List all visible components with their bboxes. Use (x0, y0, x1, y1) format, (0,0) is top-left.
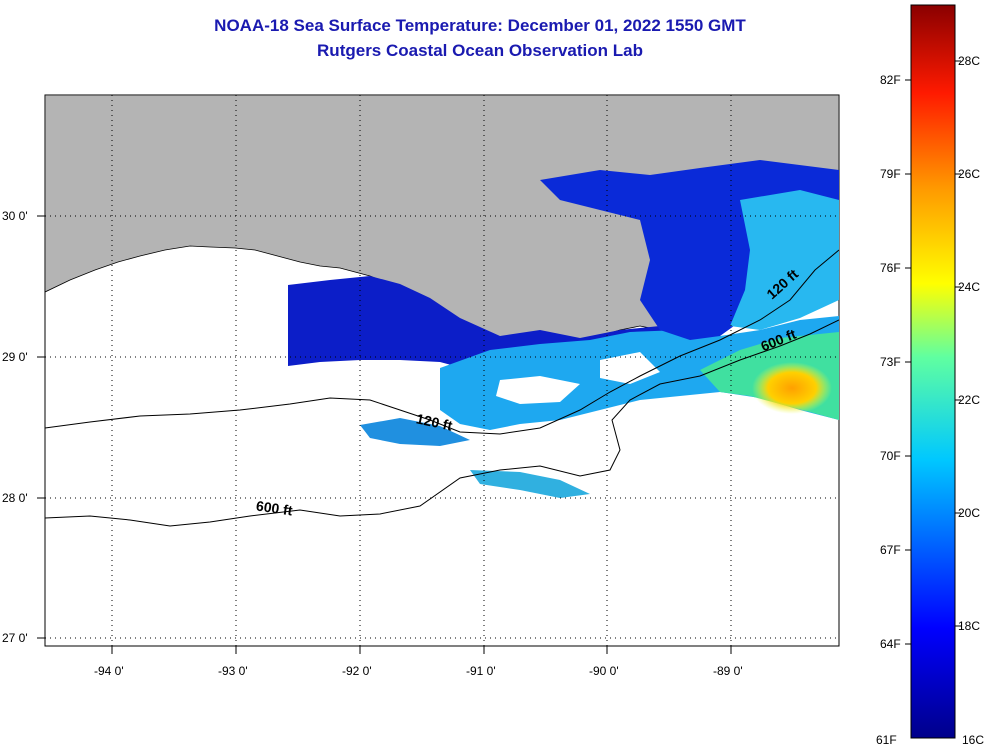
colorbar-c-label: 20C (958, 506, 981, 520)
colorbar-c-label: 16C (962, 733, 985, 747)
colorbar-scale (910, 4, 956, 739)
colorbar-c-label: 26C (958, 167, 981, 181)
gridlines (45, 95, 839, 646)
colorbar-f-label: 76F (880, 261, 901, 275)
cloud-gap (600, 352, 660, 384)
colorbar-c-label: 24C (958, 280, 981, 294)
map-subtitle: Rutgers Coastal Ocean Observation Lab (317, 41, 643, 60)
lon-label: -91 0' (466, 664, 496, 678)
sst-east-cyan-region (730, 190, 839, 330)
map-title: NOAA-18 Sea Surface Temperature: Decembe… (214, 16, 746, 35)
lon-label: -94 0' (94, 664, 124, 678)
colorbar-f-label: 82F (880, 73, 901, 87)
colorbar-f-label: 70F (880, 449, 901, 463)
colorbar-f-label: 67F (880, 543, 901, 557)
colorbar-c-label: 18C (958, 619, 981, 633)
sst-south-patch-2 (470, 470, 590, 498)
lat-label: 27 0' (2, 631, 28, 645)
lat-label: 29 0' (2, 350, 28, 364)
lon-label: -90 0' (589, 664, 619, 678)
contour-600ft (45, 319, 839, 527)
lat-label: 28 0' (2, 491, 28, 505)
lon-label: -93 0' (218, 664, 248, 678)
lon-label: -89 0' (713, 664, 743, 678)
sst-warm-spot (752, 362, 832, 414)
colorbar-f-label: 61F (876, 733, 897, 747)
colorbar-c-label: 22C (958, 393, 981, 407)
colorbar-f-label: 64F (880, 637, 901, 651)
colorbar-ticks (905, 60, 961, 645)
contour-120ft (45, 249, 839, 435)
lat-label: 30 0' (2, 209, 28, 223)
sst-south-patch (360, 418, 470, 446)
colorbar-f-label: 73F (880, 355, 901, 369)
colorbar-c-label: 28C (958, 54, 981, 68)
axis-ticks (37, 215, 732, 654)
lon-label: -92 0' (342, 664, 372, 678)
cloud-gap (496, 376, 580, 404)
colorbar-f-label: 79F (880, 167, 901, 181)
